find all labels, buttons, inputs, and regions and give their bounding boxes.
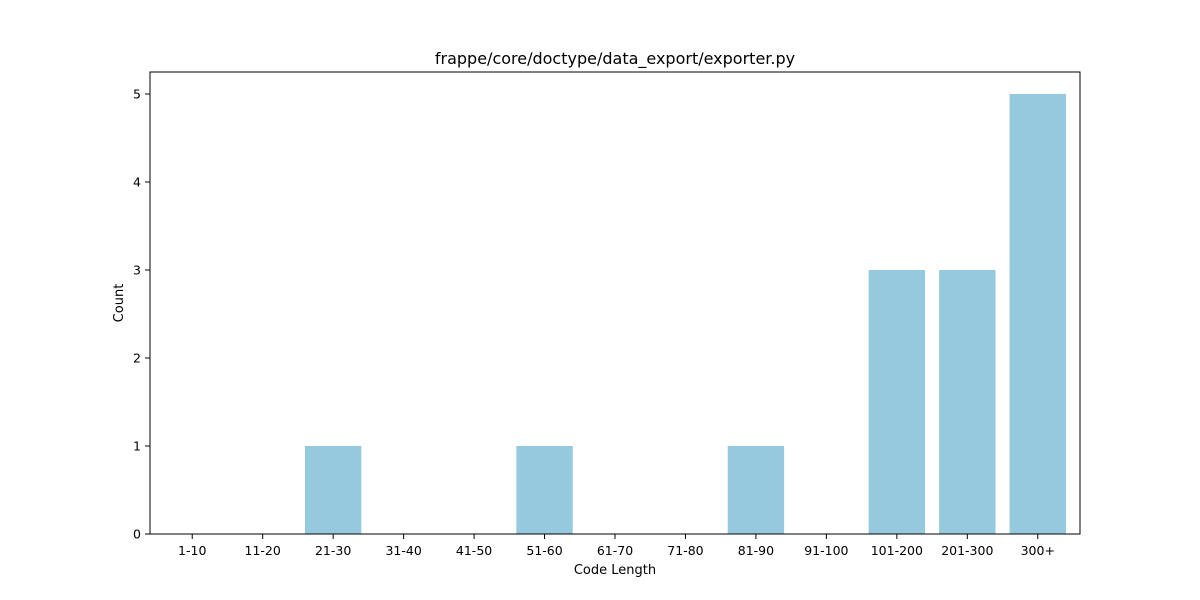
bar-51-60 (516, 446, 573, 534)
y-tick-label: 3 (133, 263, 141, 278)
x-tick-label: 61-70 (597, 543, 633, 558)
y-tick-label: 5 (133, 87, 141, 102)
x-axis-label: Code Length (574, 563, 656, 578)
x-tick-label: 71-80 (667, 543, 703, 558)
chart-title: frappe/core/doctype/data_export/exporter… (435, 49, 795, 69)
y-axis-ticks: 0 1 2 3 4 5 (133, 87, 150, 542)
x-tick-label: 201-300 (941, 543, 993, 558)
y-tick-label: 4 (133, 175, 141, 190)
plot-frame (149, 71, 1081, 535)
x-tick-label: 300+ (1021, 543, 1055, 558)
bar-201-300 (939, 270, 996, 534)
x-tick-label: 91-100 (804, 543, 848, 558)
x-tick-label: 51-60 (526, 543, 562, 558)
bar-300+ (1009, 94, 1066, 534)
bar-81-90 (727, 446, 785, 534)
x-tick-label: 21-30 (315, 543, 351, 558)
y-axis-label: Count (112, 284, 127, 323)
y-tick-label: 2 (133, 351, 141, 366)
x-tick-label: 41-50 (456, 543, 492, 558)
x-tick-label: 1-10 (178, 543, 206, 558)
x-tick-label: 101-200 (871, 543, 923, 558)
bar-21-30 (304, 446, 362, 534)
bar-101-200 (868, 270, 926, 534)
y-tick-label: 0 (133, 527, 141, 542)
x-tick-label: 11-20 (245, 543, 281, 558)
x-axis-ticks: 1-10 11-20 21-30 31-40 41-50 51-60 61-70 71-80 8… (178, 534, 1055, 558)
y-tick-label: 1 (133, 439, 141, 454)
x-tick-label: 81-90 (738, 543, 774, 558)
bars-group (304, 94, 1066, 534)
x-tick-label: 31-40 (385, 543, 421, 558)
